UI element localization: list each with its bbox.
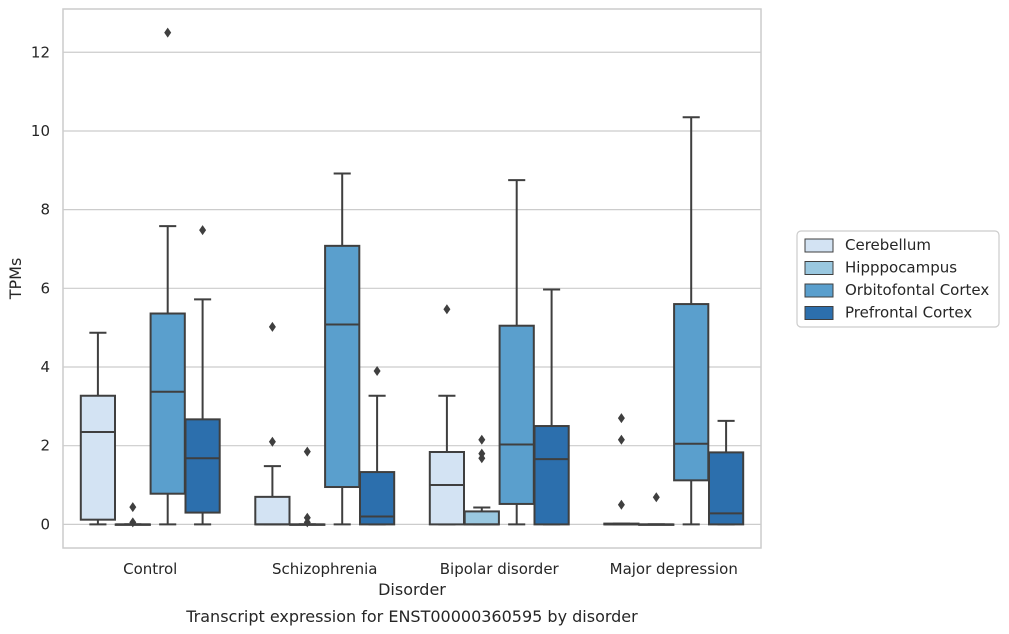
x-tick-label-control: Control — [123, 560, 177, 578]
y-tick-label-0: 0 — [40, 515, 50, 533]
legend-item-prefrontal-cortex: Prefrontal Cortex — [804, 304, 972, 322]
x-tick-label-bipolar-disorder: Bipolar disorder — [440, 560, 560, 578]
outlier-point — [617, 413, 625, 424]
legend-label: Orbitofontal Cortex — [845, 281, 989, 299]
box-cerebellum-control — [79, 331, 117, 526]
outlier-point — [164, 27, 172, 38]
legend-swatch — [804, 283, 834, 298]
legend-item-cerebellum: Cerebellum — [804, 236, 931, 254]
box-body — [463, 510, 500, 526]
box-hipppocampus-control — [114, 502, 151, 528]
box-body — [184, 418, 221, 514]
outlier-point — [199, 225, 207, 236]
legend-item-orbitofontal-cortex: Orbitofontal Cortex — [804, 281, 989, 299]
box-body — [533, 425, 570, 526]
outlier-point — [268, 436, 276, 447]
outlier-point — [129, 517, 137, 528]
box-body — [428, 451, 466, 526]
box-cerebellum-major-depression — [603, 413, 640, 526]
outlier-point — [303, 512, 311, 523]
plot-frame — [62, 8, 762, 549]
y-tick-label-12: 12 — [31, 43, 50, 61]
y-tick-label-2: 2 — [40, 437, 50, 455]
plot-marks — [79, 27, 745, 528]
box-body — [149, 312, 186, 495]
legend-swatch — [804, 306, 834, 320]
y-tick-label-8: 8 — [40, 201, 50, 219]
x-tick-labels: Control Schizophrenia Bipolar disorder Majo… — [123, 560, 738, 578]
box-body — [324, 244, 361, 489]
legend-label: Prefrontal Cortex — [845, 304, 972, 322]
y-axis-label: TPMs — [6, 258, 25, 301]
outlier-point — [617, 499, 625, 510]
y-tick-labels: 0 2 4 6 8 10 12 — [31, 43, 50, 533]
outlier-point — [303, 446, 311, 457]
legend-label: Hipppocampus — [845, 259, 957, 277]
box-hipppocampus-schizophrenia — [289, 446, 326, 528]
box-cerebellum-bipolar-disorder — [428, 304, 466, 526]
box-prefrontal-cortex-schizophrenia — [358, 365, 396, 526]
y-tick-label-4: 4 — [40, 358, 50, 376]
x-tick-label-major-depression: Major depression — [610, 560, 738, 578]
box-body — [498, 324, 535, 505]
box-cerebellum-schizophrenia — [254, 321, 291, 526]
box-prefrontal-cortex-bipolar-disorder — [533, 288, 570, 526]
box-orbitofontal-cortex-control — [149, 27, 186, 526]
outlier-point — [443, 304, 451, 315]
outlier-point — [129, 502, 137, 513]
legend-item-hipppocampus: Hipppocampus — [804, 259, 957, 277]
y-tick-label-6: 6 — [40, 279, 50, 297]
box-body — [673, 303, 710, 482]
outlier-point — [617, 434, 625, 445]
box-body — [79, 394, 117, 521]
box-body — [254, 495, 291, 526]
legend-swatch — [804, 261, 834, 275]
legend-swatch — [804, 238, 834, 253]
outlier-point — [268, 321, 276, 332]
box-hipppocampus-major-depression — [638, 492, 675, 526]
x-axis-label: Disorder — [378, 580, 446, 599]
box-hipppocampus-bipolar-disorder — [463, 434, 500, 526]
outlier-point — [373, 365, 381, 376]
box-orbitofontal-cortex-major-depression — [673, 116, 710, 526]
outlier-point — [478, 448, 486, 459]
y-tick-label-10: 10 — [31, 122, 50, 140]
box-prefrontal-cortex-major-depression — [707, 419, 745, 526]
legend-frame — [796, 230, 1000, 328]
box-orbitofontal-cortex-schizophrenia — [324, 172, 361, 526]
outlier-point — [652, 492, 660, 503]
legend-label: Cerebellum — [845, 236, 931, 254]
outlier-point — [478, 434, 486, 445]
box-orbitofontal-cortex-bipolar-disorder — [498, 179, 535, 526]
chart-caption: Transcript expression for ENST0000036059… — [185, 607, 638, 626]
box-prefrontal-cortex-control — [184, 225, 221, 526]
legend: Cerebellum Hipppocampus Orbitofontal Corte… — [796, 230, 1000, 328]
x-tick-label-schizophrenia: Schizophrenia — [272, 560, 377, 578]
